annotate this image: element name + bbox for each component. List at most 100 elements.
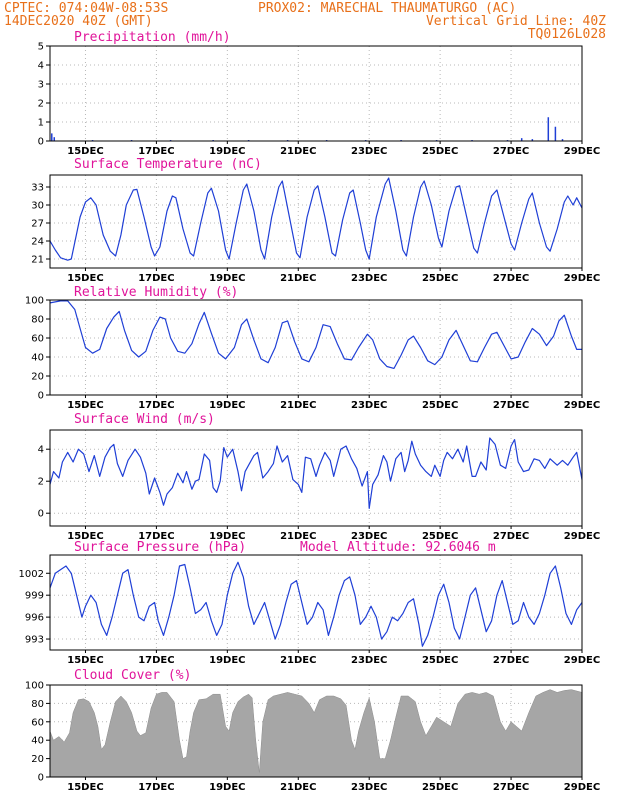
x-tick-label: 19DEC xyxy=(209,400,245,411)
x-tick-label: 15DEC xyxy=(67,655,103,666)
x-tick-label: 23DEC xyxy=(351,531,387,542)
y-tick-label: 3 xyxy=(38,80,44,91)
panel-wind: 0 2 4 15DEC 17DEC 19DEC 21DEC 23DEC 25DEC 27DEC 29… xyxy=(38,412,601,542)
humidity-line xyxy=(49,300,582,369)
y-tick-label: 1 xyxy=(38,118,44,129)
x-tick-label: 19DEC xyxy=(209,782,245,793)
x-tick-label: 17DEC xyxy=(138,531,174,542)
x-tick-label: 29DEC xyxy=(564,273,600,284)
x-tick-label: 27DEC xyxy=(493,273,529,284)
pressure-line xyxy=(49,561,583,647)
panel-title: Relative Humidity (%) xyxy=(74,285,238,300)
y-tick-label: 0 xyxy=(38,391,44,402)
precip-bar xyxy=(561,139,564,141)
y-tick-label: 60 xyxy=(31,717,44,728)
precip-bar xyxy=(51,133,53,141)
header-model-id: TQ0126L028 xyxy=(528,27,606,42)
x-tick-label: 29DEC xyxy=(564,782,600,793)
x-tick-label: 25DEC xyxy=(422,782,458,793)
y-tick-label: 20 xyxy=(31,372,44,383)
wind-line xyxy=(49,437,583,509)
x-tick-label: 15DEC xyxy=(67,531,103,542)
x-tick-label: 21DEC xyxy=(280,400,316,411)
x-tick-label: 23DEC xyxy=(351,273,387,284)
x-tick-label: 29DEC xyxy=(564,146,600,157)
x-tick-label: 29DEC xyxy=(564,531,600,542)
panel-frame xyxy=(49,429,583,527)
precip-bar xyxy=(531,139,534,141)
x-tick-label: 27DEC xyxy=(493,531,529,542)
x-tick-label: 17DEC xyxy=(138,655,174,666)
y-tick-label: 0 xyxy=(38,509,44,520)
y-tick-label: 4 xyxy=(38,61,44,72)
x-tick-label: 27DEC xyxy=(493,782,529,793)
y-tick-label: 100 xyxy=(25,681,44,692)
y-tick-label: 996 xyxy=(25,613,44,624)
precip-bar xyxy=(547,117,550,141)
panel-annotation: Model Altitude: 92.6046 m xyxy=(300,540,496,555)
header-grid-line: Vertical Grid Line: 40Z xyxy=(426,14,606,29)
y-tick-label: 100 xyxy=(25,296,44,307)
x-tick-label: 23DEC xyxy=(351,655,387,666)
y-tick-label: 80 xyxy=(31,699,44,710)
x-tick-label: 25DEC xyxy=(422,146,458,157)
y-tick-label: 30 xyxy=(31,201,44,212)
y-tick-label: 24 xyxy=(31,237,44,248)
x-tick-label: 27DEC xyxy=(493,400,529,411)
x-tick-label: 17DEC xyxy=(138,146,174,157)
temperature-line xyxy=(49,177,583,261)
header-location: CPTEC: 074:04W-08:53S xyxy=(4,1,168,16)
x-tick-label: 17DEC xyxy=(138,782,174,793)
y-tick-label: 0 xyxy=(38,137,44,148)
precip-bar xyxy=(554,126,557,141)
x-tick-label: 15DEC xyxy=(67,400,103,411)
panel-humidity: 0 20 40 60 80 100 15DEC 17DEC 19DEC 21DEC 23DEC 25D… xyxy=(25,285,600,411)
y-tick-label: 5 xyxy=(38,42,44,53)
x-tick-label: 25DEC xyxy=(422,400,458,411)
y-tick-label: 2 xyxy=(38,477,44,488)
x-tick-label: 21DEC xyxy=(280,146,316,157)
x-tick-label: 29DEC xyxy=(564,400,600,411)
y-tick-label: 999 xyxy=(25,591,44,602)
y-tick-label: 80 xyxy=(31,315,44,326)
cloud-cover-area xyxy=(49,689,583,778)
panel-title: Surface Pressure (hPa) xyxy=(74,540,246,555)
y-tick-label: 993 xyxy=(25,635,44,646)
panel-cloud-cover: 0 20 40 60 80 100 15DEC 17DEC 19DEC 21DEC 23DEC 25D… xyxy=(25,668,600,793)
panel-title: Cloud Cover (%) xyxy=(74,668,191,683)
x-tick-label: 23DEC xyxy=(351,782,387,793)
y-tick-label: 21 xyxy=(31,255,44,266)
y-tick-label: 2 xyxy=(38,99,44,110)
y-tick-label: 4 xyxy=(38,445,44,456)
x-tick-label: 23DEC xyxy=(351,146,387,157)
x-tick-label: 21DEC xyxy=(280,655,316,666)
x-tick-label: 25DEC xyxy=(422,655,458,666)
precip-bar xyxy=(520,138,523,141)
x-tick-label: 25DEC xyxy=(422,273,458,284)
x-tick-label: 17DEC xyxy=(138,273,174,284)
x-tick-label: 21DEC xyxy=(280,273,316,284)
precip-bar xyxy=(53,137,56,141)
header-station: PROX02: MARECHAL THAUMATURGO (AC) xyxy=(258,1,516,16)
panels: 0 1 2 3 4 5 15DEC 17DEC 19DEC 21DEC 23DEC 25DEC 27DE… xyxy=(19,30,601,793)
panel-precipitation: 0 1 2 3 4 5 15DEC 17DEC 19DEC 21DEC 23DEC 25DEC 27DE… xyxy=(38,30,601,157)
x-tick-label: 15DEC xyxy=(67,146,103,157)
x-tick-label: 19DEC xyxy=(209,273,245,284)
header-run-date: 14DEC2020 40Z (GMT) xyxy=(4,14,153,29)
x-tick-label: 15DEC xyxy=(67,273,103,284)
x-tick-label: 19DEC xyxy=(209,531,245,542)
x-tick-label: 19DEC xyxy=(209,146,245,157)
x-tick-label: 27DEC xyxy=(493,655,529,666)
panel-title: Surface Temperature (nC) xyxy=(74,157,262,172)
y-tick-label: 40 xyxy=(31,736,44,747)
x-tick-label: 21DEC xyxy=(280,531,316,542)
panel-title: Surface Wind (m/s) xyxy=(74,412,215,427)
x-tick-label: 27DEC xyxy=(493,146,529,157)
x-tick-label: 25DEC xyxy=(422,531,458,542)
x-tick-label: 21DEC xyxy=(280,782,316,793)
x-tick-label: 19DEC xyxy=(209,655,245,666)
y-tick-label: 1002 xyxy=(19,569,44,580)
panel-temperature: 21 24 27 30 33 15DEC 17DEC 19DEC 21DEC 23DEC 25DEC… xyxy=(31,157,600,284)
panel-frame xyxy=(49,45,583,142)
